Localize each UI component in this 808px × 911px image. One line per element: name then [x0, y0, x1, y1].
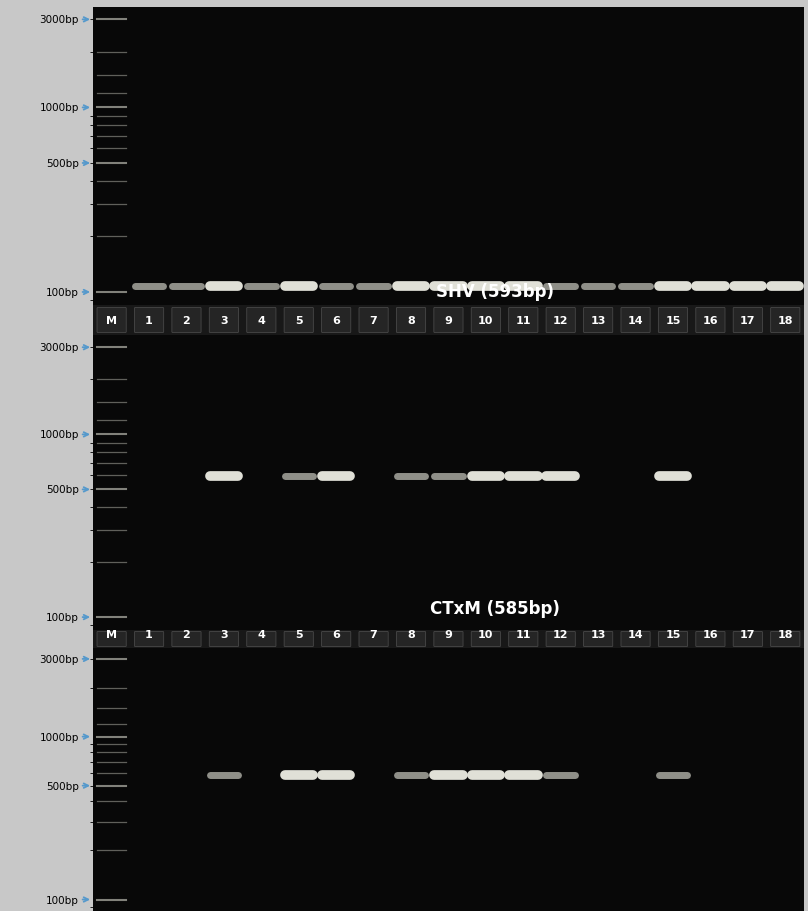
FancyBboxPatch shape: [134, 631, 164, 647]
Text: 100bp: 100bp: [46, 612, 78, 622]
FancyBboxPatch shape: [583, 308, 612, 333]
FancyBboxPatch shape: [172, 631, 201, 647]
Text: 7: 7: [370, 316, 377, 326]
FancyBboxPatch shape: [621, 308, 650, 333]
Text: 3: 3: [220, 316, 228, 326]
Text: 500bp: 500bp: [46, 485, 78, 495]
Text: 17: 17: [740, 316, 755, 326]
Text: 500bp: 500bp: [46, 781, 78, 791]
Text: 5: 5: [295, 316, 302, 326]
Text: 4: 4: [258, 316, 265, 326]
Text: 15: 15: [665, 316, 680, 326]
Text: 100bp: 100bp: [46, 288, 78, 298]
FancyBboxPatch shape: [359, 631, 388, 647]
Text: 11: 11: [516, 630, 531, 640]
FancyBboxPatch shape: [621, 631, 650, 647]
Text: 10: 10: [478, 316, 494, 326]
Text: M: M: [106, 630, 117, 640]
FancyBboxPatch shape: [246, 631, 276, 647]
FancyBboxPatch shape: [546, 308, 575, 333]
Text: 100bp: 100bp: [46, 895, 78, 905]
Text: 1000bp: 1000bp: [40, 103, 78, 113]
FancyBboxPatch shape: [434, 308, 463, 333]
Text: 14: 14: [628, 630, 643, 640]
Text: 16: 16: [703, 316, 718, 326]
Text: SHV (593bp): SHV (593bp): [436, 283, 553, 301]
Text: 14: 14: [628, 316, 643, 326]
Text: 1000bp: 1000bp: [40, 430, 78, 440]
Text: 12: 12: [553, 630, 569, 640]
FancyBboxPatch shape: [696, 631, 725, 647]
Text: 15: 15: [665, 630, 680, 640]
FancyBboxPatch shape: [322, 308, 351, 333]
FancyBboxPatch shape: [733, 308, 763, 333]
FancyBboxPatch shape: [509, 631, 538, 647]
FancyBboxPatch shape: [659, 631, 688, 647]
Text: 1: 1: [145, 630, 153, 640]
Text: 3000bp: 3000bp: [40, 15, 78, 26]
FancyBboxPatch shape: [97, 631, 126, 647]
Text: 6: 6: [332, 316, 340, 326]
Text: 4: 4: [258, 630, 265, 640]
Text: 18: 18: [777, 630, 793, 640]
FancyBboxPatch shape: [359, 308, 388, 333]
Text: 2: 2: [183, 316, 191, 326]
FancyBboxPatch shape: [246, 308, 276, 333]
Text: 9: 9: [444, 630, 452, 640]
FancyBboxPatch shape: [733, 631, 763, 647]
Text: 10: 10: [478, 630, 494, 640]
FancyBboxPatch shape: [696, 308, 725, 333]
FancyBboxPatch shape: [97, 308, 126, 333]
FancyBboxPatch shape: [284, 308, 314, 333]
FancyBboxPatch shape: [434, 631, 463, 647]
Text: 8: 8: [407, 316, 415, 326]
FancyBboxPatch shape: [471, 308, 500, 333]
FancyBboxPatch shape: [172, 308, 201, 333]
FancyBboxPatch shape: [771, 308, 800, 333]
Text: 9: 9: [444, 316, 452, 326]
FancyBboxPatch shape: [284, 631, 314, 647]
FancyBboxPatch shape: [209, 631, 238, 647]
Text: 3000bp: 3000bp: [40, 654, 78, 664]
FancyBboxPatch shape: [397, 308, 426, 333]
Text: 1000bp: 1000bp: [40, 732, 78, 742]
Text: 12: 12: [553, 316, 569, 326]
Text: 2: 2: [183, 630, 191, 640]
Text: 11: 11: [516, 316, 531, 326]
FancyBboxPatch shape: [546, 631, 575, 647]
FancyBboxPatch shape: [397, 631, 426, 647]
FancyBboxPatch shape: [209, 308, 238, 333]
Text: 500bp: 500bp: [46, 159, 78, 169]
Text: 7: 7: [370, 630, 377, 640]
FancyBboxPatch shape: [583, 631, 612, 647]
FancyBboxPatch shape: [134, 308, 164, 333]
Text: 17: 17: [740, 630, 755, 640]
Text: 5: 5: [295, 630, 302, 640]
FancyBboxPatch shape: [659, 308, 688, 333]
Text: 13: 13: [591, 316, 606, 326]
Text: 1: 1: [145, 316, 153, 326]
FancyBboxPatch shape: [509, 308, 538, 333]
Text: 6: 6: [332, 630, 340, 640]
FancyBboxPatch shape: [322, 631, 351, 647]
FancyBboxPatch shape: [771, 631, 800, 647]
Text: CTxM (585bp): CTxM (585bp): [430, 599, 560, 618]
Text: 3: 3: [220, 630, 228, 640]
Text: 8: 8: [407, 630, 415, 640]
FancyBboxPatch shape: [471, 631, 500, 647]
Text: 3000bp: 3000bp: [40, 343, 78, 353]
Text: 16: 16: [703, 630, 718, 640]
Text: 18: 18: [777, 316, 793, 326]
Text: 13: 13: [591, 630, 606, 640]
Text: M: M: [106, 316, 117, 326]
